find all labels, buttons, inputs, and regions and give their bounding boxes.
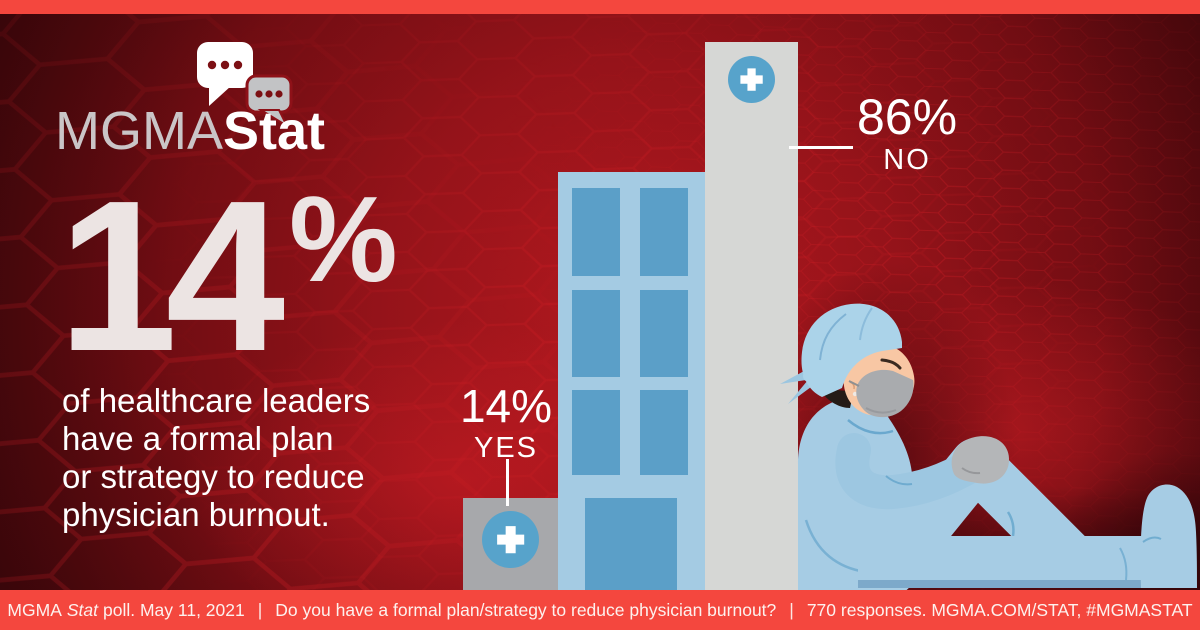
yes-word: YES [473,432,539,464]
building-window [572,290,620,377]
building-door [585,498,677,590]
headline-value: 14 [58,155,285,396]
bar-no-column [705,42,798,590]
logo-suffix: Stat [223,101,326,161]
description-line: physician burnout. [62,496,330,533]
hospital-building-illustration [558,172,705,590]
no-callout-line [789,146,853,149]
mgma-stat-logo: MGMAStat [55,36,355,158]
yes-percent: 14% [459,380,553,432]
description-line: of healthcare leaders [62,382,371,419]
top-accent-strip [0,0,1200,14]
yes-callout-line [506,459,509,506]
speech-bubbles-icon [197,42,293,129]
footer-brand: MGMA [7,599,62,620]
no-word: NO [883,144,931,176]
logo-wordmark: MGMAStat [55,104,325,158]
building-window [640,390,688,475]
building-window [640,188,688,276]
no-data-label: 86% NO [848,92,966,175]
building-window [640,290,688,377]
footer-question: Do you have a formal plan/strategy to re… [275,599,777,620]
footer-brand-suffix: Stat [66,599,99,620]
footer-bar: MGMA Stat poll. May 11, 2021 | Do you ha… [0,590,1200,630]
footer-separator: | [789,599,794,620]
headline-stat: 14 % [58,168,398,383]
footer-separator: | [257,599,263,620]
medical-cross-icon [482,511,539,568]
logo-brand: MGMA [55,101,223,161]
building-window [572,188,620,276]
building-window [572,390,620,475]
footer-poll-date: poll. May 11, 2021 [103,599,245,620]
headline-percent-sign: % [289,171,398,307]
description-line: or strategy to reduce [62,458,365,495]
bar-yes-block [463,498,558,590]
description-line: have a formal plan [62,420,334,457]
headline-description: of healthcare leaders have a formal plan… [62,382,370,534]
no-percent: 86% [856,89,958,145]
medical-cross-icon [728,56,775,103]
footer-responses: 770 responses. MGMA.COM/STAT, #MGMASTAT [806,599,1193,620]
yes-data-label: 14% YES [444,383,568,463]
